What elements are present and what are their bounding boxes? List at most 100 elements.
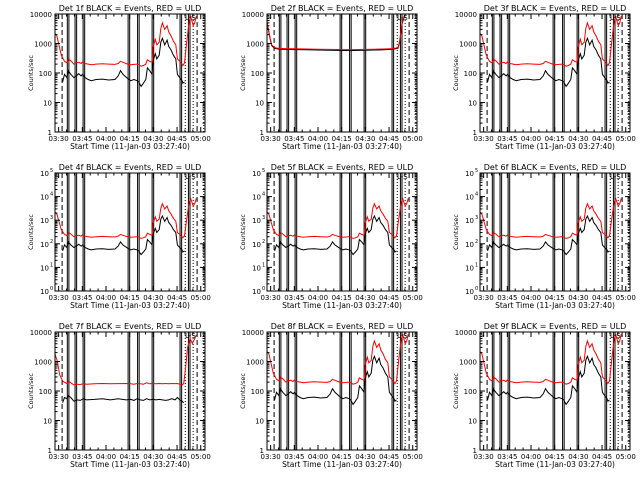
corner-tag-label: L-S (610, 14, 621, 22)
y-tick-label: 100 (251, 70, 264, 78)
y-tick-exponent: 5 (50, 168, 53, 174)
x-tick-label: 04:15 (120, 135, 140, 143)
y-tick-base: 10 (465, 217, 474, 225)
series-events-line (487, 354, 610, 406)
x-tick-label: 03:45 (284, 294, 304, 302)
series-events-line (274, 214, 397, 256)
x-tick-label: 05:00 (403, 294, 423, 302)
corner-dash-label: - (269, 173, 272, 181)
x-tick-label: 04:45 (379, 453, 399, 461)
y-tick-base: 10 (252, 241, 261, 249)
y-tick-base: 10 (465, 241, 474, 249)
x-tick-label: 04:00 (96, 135, 116, 143)
series-uld-line (55, 15, 197, 67)
corner-dash-label: - (57, 14, 60, 22)
x-tick-label: 05:00 (403, 453, 423, 461)
series-events-line (267, 15, 405, 51)
x-tick-label: 03:30 (261, 294, 281, 302)
x-axis-label: Start Time (11-Jan-03 03:27:40) (282, 142, 402, 151)
y-axis-label: Counts/sec (27, 373, 35, 409)
x-tick-label: 04:30 (568, 135, 588, 143)
y-tick-label: 100 (464, 70, 477, 78)
y-tick-base: 10 (40, 194, 49, 202)
chart-title: Det 8f BLACK = Events, RED = ULD (271, 322, 414, 331)
y-tick-label: 100 (251, 388, 264, 396)
y-tick-exponent: 5 (262, 168, 265, 174)
x-tick-label: 04:45 (592, 453, 612, 461)
x-axis-label: Start Time (11-Jan-03 03:27:40) (70, 460, 190, 469)
panel-2: Det 2f BLACK = Events, RED = ULD 1 10 100 10… (239, 4, 423, 151)
y-tick-label: 10 (255, 100, 264, 108)
corner-tag-label: L-S (397, 173, 408, 181)
y-axis-label: Counts/sec (239, 373, 247, 409)
y-tick-base: 10 (465, 170, 474, 178)
y-axis-label: Counts/sec (239, 214, 247, 250)
x-tick-label: 03:30 (49, 294, 69, 302)
corner-tag-label: L-S (185, 14, 196, 22)
y-tick-exponent: 1 (262, 262, 265, 268)
x-tick-label: 04:15 (120, 453, 140, 461)
y-tick-label: 10000 (242, 11, 264, 19)
y-tick-label: 100 (464, 388, 477, 396)
x-tick-label: 04:30 (355, 453, 375, 461)
y-tick-base: 10 (252, 217, 261, 225)
x-tick-label: 03:45 (497, 294, 517, 302)
y-tick-label: 10 (43, 100, 52, 108)
x-tick-label: 04:30 (143, 294, 163, 302)
x-axis-label: Start Time (11-Jan-03 03:27:40) (495, 142, 615, 151)
y-tick-label: 10 (43, 418, 52, 426)
y-tick-exponent: 3 (475, 215, 478, 221)
x-tick-label: 03:45 (284, 135, 304, 143)
corner-tag-label: L-S (397, 14, 408, 22)
y-tick-label: 1 (48, 129, 52, 137)
x-tick-label: 04:15 (545, 294, 565, 302)
x-tick-label: 03:30 (474, 294, 494, 302)
x-tick-label: 05:00 (616, 135, 636, 143)
y-tick-exponent: 0 (50, 286, 53, 292)
x-tick-label: 05:00 (616, 294, 636, 302)
x-tick-label: 05:00 (191, 294, 211, 302)
panel-9: Det 9f BLACK = Events, RED = ULD 1 10 100 10… (452, 322, 636, 469)
panel-1: Det 1f BLACK = Events, RED = ULD 1 10 100 10… (27, 4, 211, 151)
corner-dash-label: - (482, 14, 485, 22)
x-tick-label: 04:30 (568, 453, 588, 461)
x-tick-label: 04:45 (167, 453, 187, 461)
y-tick-label: 10000 (455, 329, 477, 337)
y-tick-label: 10000 (242, 329, 264, 337)
y-axis-label: Counts/sec (452, 373, 460, 409)
x-tick-label: 04:45 (379, 294, 399, 302)
x-tick-label: 05:00 (616, 453, 636, 461)
x-tick-label: 03:30 (261, 453, 281, 461)
y-tick-exponent: 3 (262, 215, 265, 221)
x-tick-label: 04:15 (545, 453, 565, 461)
x-tick-label: 04:30 (355, 135, 375, 143)
y-tick-label: 10 (255, 418, 264, 426)
y-tick-exponent: 1 (475, 262, 478, 268)
x-tick-label: 03:30 (49, 135, 69, 143)
series-uld-line (480, 15, 622, 67)
y-tick-base: 10 (252, 264, 261, 272)
y-axis-label: Counts/sec (27, 55, 35, 91)
y-tick-exponent: 2 (475, 239, 478, 245)
x-axis-label: Start Time (11-Jan-03 03:27:40) (495, 301, 615, 310)
y-tick-exponent: 4 (50, 192, 53, 198)
corner-tag-label: L-S (610, 332, 621, 340)
y-tick-label: 1000 (459, 359, 477, 367)
y-tick-base: 10 (465, 288, 474, 296)
x-axis-label: Start Time (11-Jan-03 03:27:40) (70, 142, 190, 151)
y-tick-label: 100 (39, 388, 52, 396)
y-tick-label: 1000 (246, 41, 264, 49)
x-tick-label: 04:45 (167, 135, 187, 143)
x-tick-label: 04:15 (545, 135, 565, 143)
y-axis-label: Counts/sec (452, 55, 460, 91)
x-tick-label: 03:30 (261, 135, 281, 143)
y-tick-label: 1000 (246, 359, 264, 367)
series-uld-line (55, 334, 197, 386)
x-tick-label: 04:00 (308, 294, 328, 302)
y-tick-exponent: 0 (475, 286, 478, 292)
x-axis-label: Start Time (11-Jan-03 03:27:40) (282, 460, 402, 469)
chart-title: Det 3f BLACK = Events, RED = ULD (484, 4, 627, 13)
